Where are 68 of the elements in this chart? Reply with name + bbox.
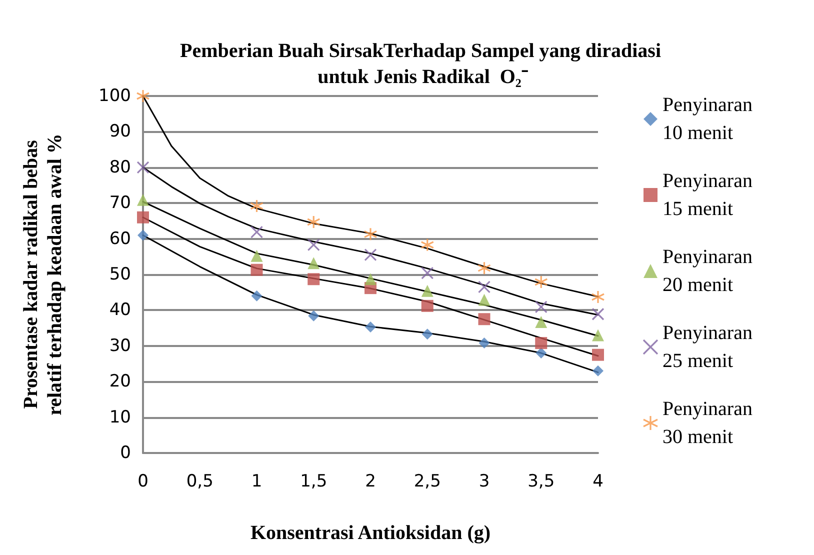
point — [250, 226, 264, 238]
y-tick-label: 0 — [120, 443, 131, 463]
point — [421, 300, 434, 312]
x-tick-label: 1 — [251, 472, 262, 492]
legend-label: Penyinaran 15 menit — [662, 170, 758, 220]
point — [535, 337, 548, 350]
point — [364, 273, 376, 286]
x-tick-label: 4 — [592, 472, 604, 492]
point — [478, 280, 491, 294]
point — [250, 199, 264, 213]
line-series — [142, 166, 599, 316]
legend-label: Penyinaran 20 menit — [662, 246, 758, 296]
point — [306, 215, 320, 229]
point — [592, 329, 604, 342]
y-tick-label: 50 — [109, 264, 131, 284]
y-tick-label: 30 — [109, 336, 131, 356]
point — [592, 348, 604, 361]
y-tick-label: 60 — [109, 228, 131, 249]
x-tick-label: 3 — [478, 472, 490, 492]
x-tick-label: 3,5 — [528, 472, 555, 492]
point — [250, 264, 263, 276]
point — [250, 250, 263, 262]
point — [307, 238, 320, 252]
point — [137, 211, 149, 224]
y-axis-title: Prosentase kadar radikal bebas relatif terhadap keadaan awal % — [20, 134, 66, 416]
point — [251, 290, 262, 302]
y-tick-label: 20 — [109, 372, 131, 392]
point — [422, 328, 433, 340]
point — [136, 161, 150, 174]
x-axis-title: Konsentrasi Antioksidan (g) — [250, 522, 491, 544]
legend-label: Penyinaran 10 menit — [662, 94, 758, 144]
y-tick-label: 10 — [109, 407, 131, 428]
point — [534, 275, 548, 289]
point — [364, 248, 377, 262]
x-tick-label: 2,5 — [414, 472, 441, 492]
chart-title: Pemberian Buah SirsakTerhadap Sampel yang diradiasi untuk Jenis Radikal O₂⁻ — [180, 40, 666, 88]
point — [536, 348, 547, 359]
point — [421, 266, 434, 280]
point — [478, 338, 490, 349]
point — [591, 290, 605, 304]
point — [308, 273, 320, 286]
point — [592, 308, 604, 320]
legend-label: Penyinaran 25 menit — [662, 322, 758, 372]
point — [421, 284, 434, 297]
point — [364, 227, 378, 241]
point — [136, 89, 150, 103]
x-tick-label: 0,5 — [186, 472, 214, 492]
point — [308, 257, 320, 270]
point — [308, 310, 320, 322]
point — [592, 365, 604, 376]
point — [535, 316, 548, 328]
y-tick-label: 80 — [109, 157, 131, 178]
y-tick-label: 90 — [109, 122, 131, 142]
point — [478, 313, 490, 326]
point — [534, 300, 548, 314]
point — [137, 194, 149, 206]
legend-label: Penyinaran 30 menit — [662, 398, 758, 448]
point — [365, 321, 376, 332]
point — [420, 238, 434, 252]
y-tick-label: 70 — [109, 193, 131, 214]
point — [477, 261, 492, 275]
y-tick-label: 40 — [109, 300, 131, 320]
point — [478, 294, 490, 306]
x-tick-label: 0 — [138, 472, 148, 492]
y-tick-label: 100 — [98, 86, 131, 106]
x-tick-label: 2 — [365, 472, 376, 492]
x-tick-label: 1,5 — [300, 472, 328, 492]
point — [138, 230, 148, 241]
